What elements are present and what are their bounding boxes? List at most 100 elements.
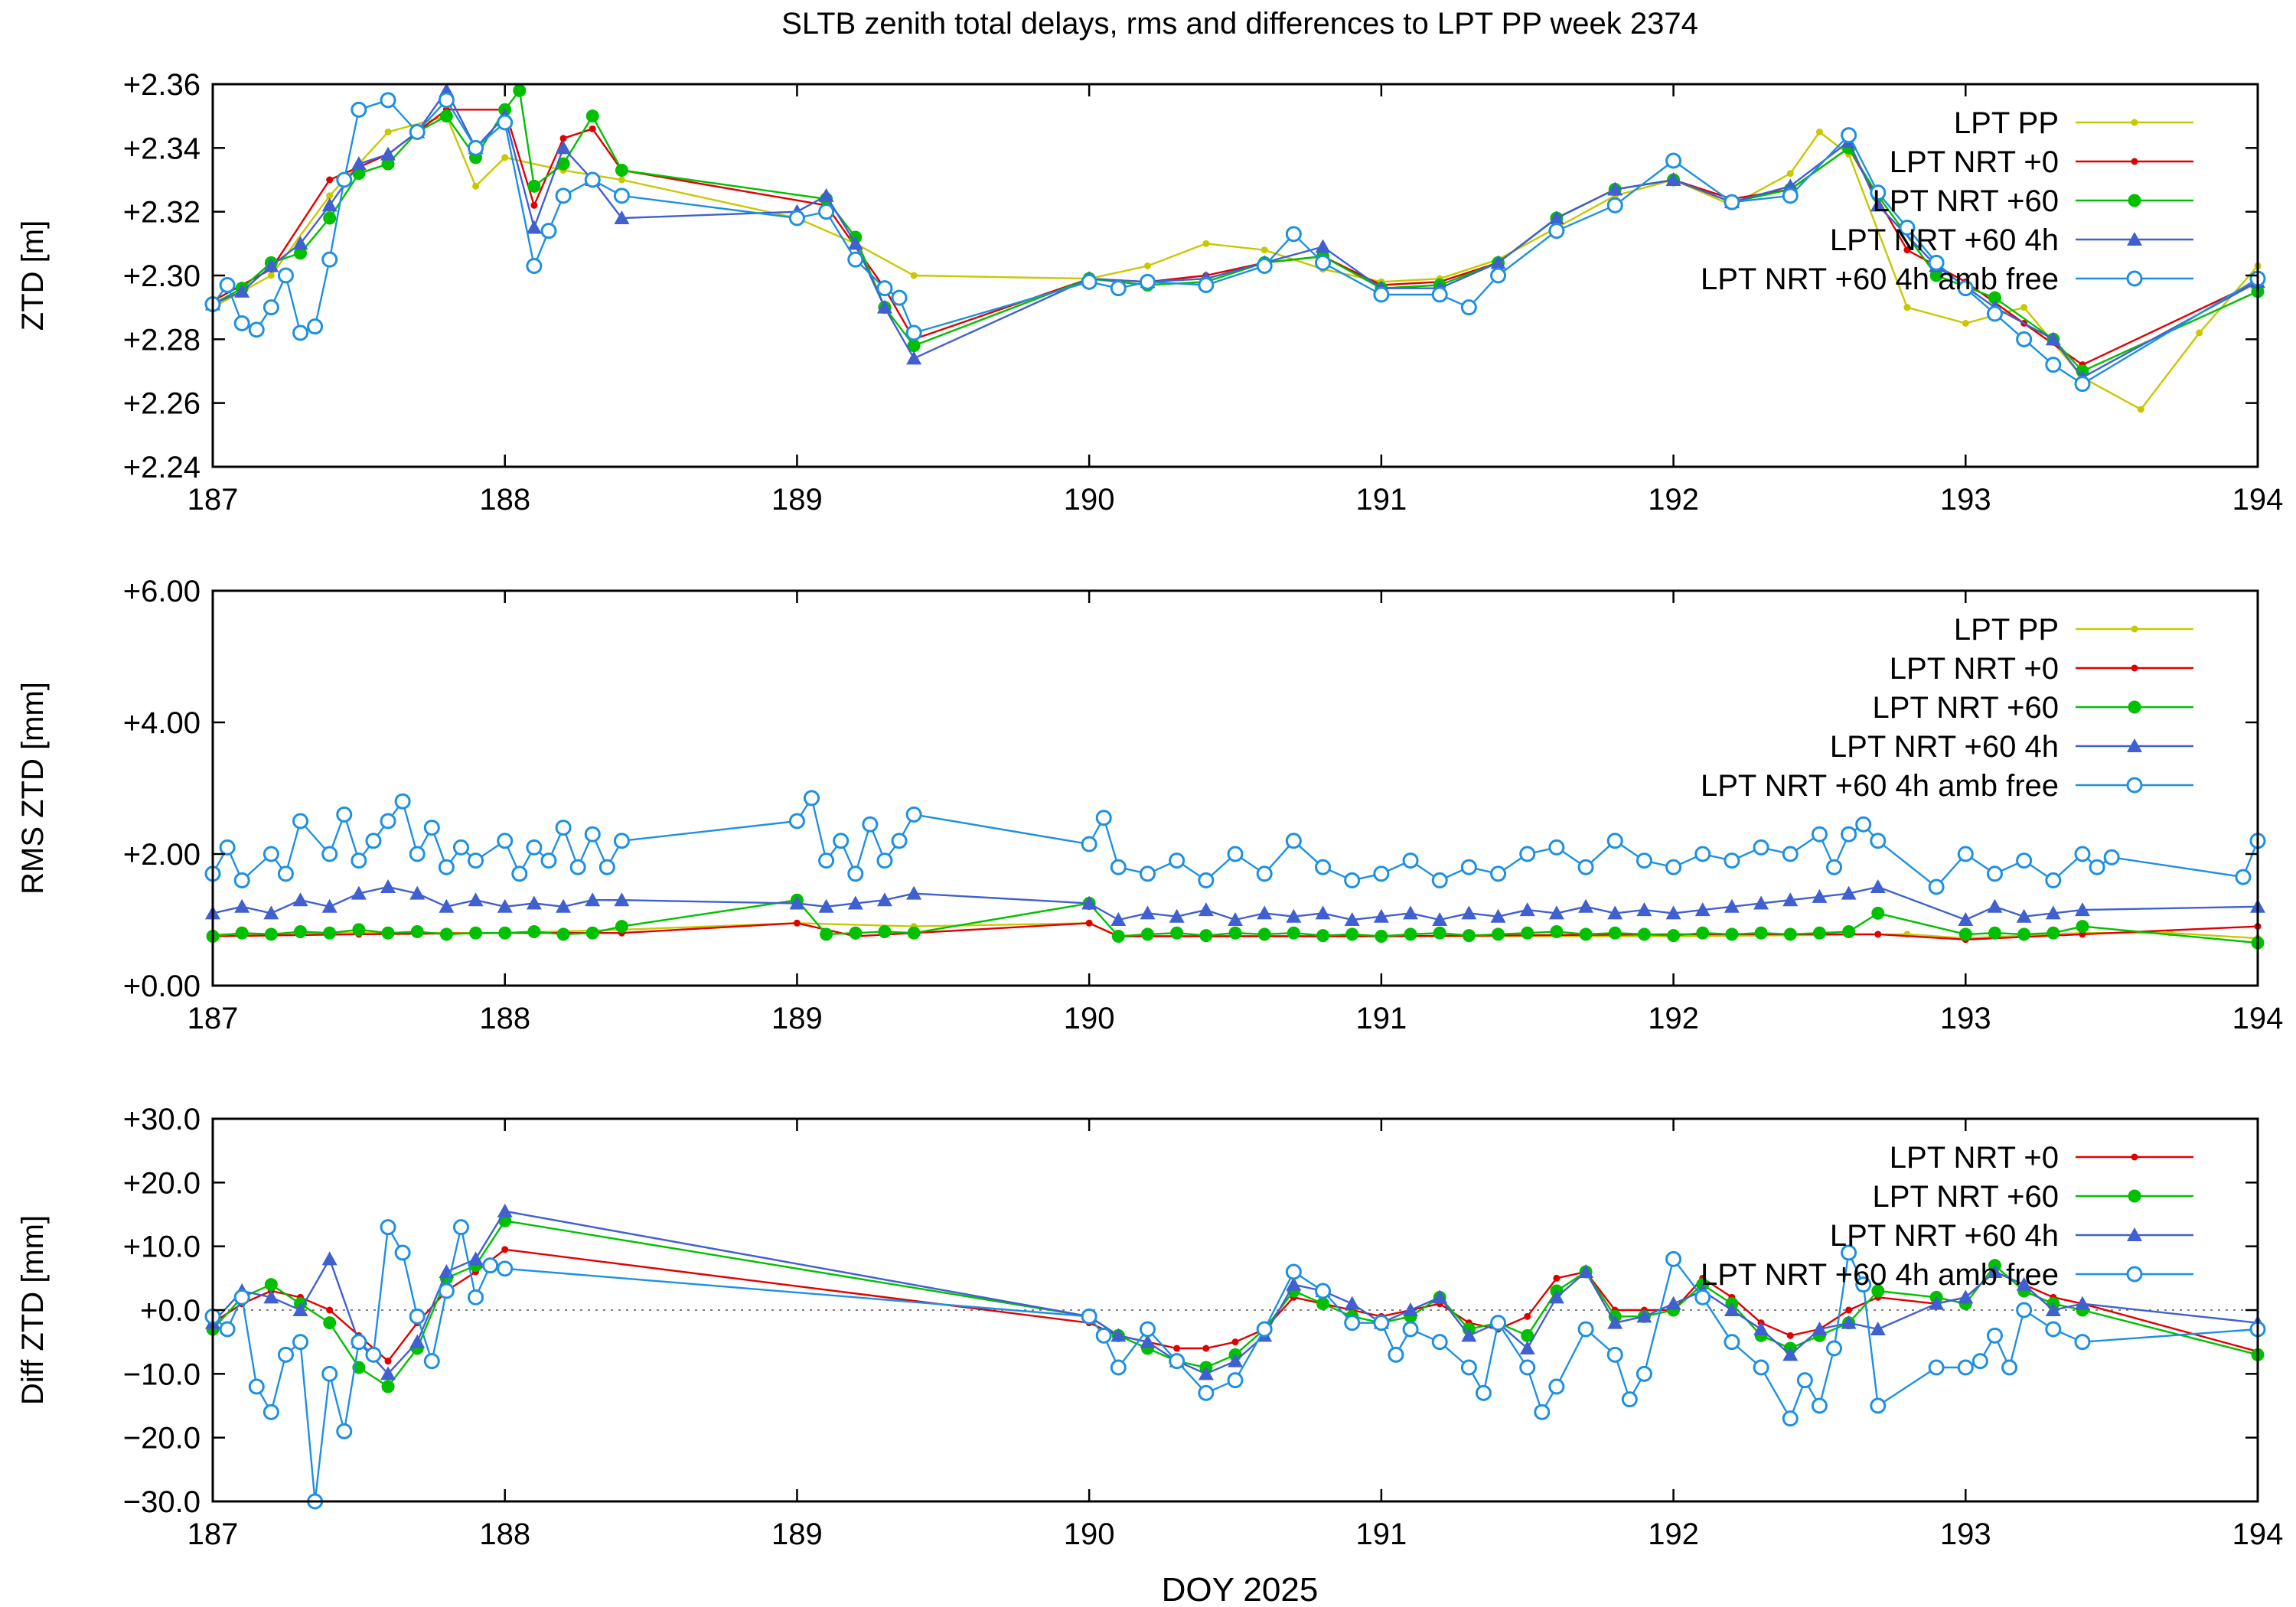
chart-title: SLTB zenith total delays, rms and differ… [781,7,1698,41]
data-point [1786,1332,1794,1339]
series-lpt-nrt-plus60-4h [205,879,2265,926]
data-point [1724,1334,1740,1351]
legend-entry-lpt-pp: LPT PP [1954,613,2193,647]
data-point [1753,839,1769,856]
data-point [1373,908,1389,923]
legend-marker [2127,1227,2142,1241]
x-tick-label: 187 [188,483,239,517]
data-point [336,1423,353,1439]
data-point [264,927,278,941]
series-lpt-nrt-plus60 [206,893,2265,950]
data-point [381,1380,395,1393]
data-point [1345,927,1359,941]
data-point [1286,908,1302,923]
data-point [234,283,250,298]
data-point [906,885,922,900]
data-point [1081,273,1097,290]
data-point [219,1321,236,1338]
legend-label: LPT NRT +60 4h amb free [1701,769,2059,803]
data-point [409,124,426,140]
data-point [1958,927,1972,941]
data-point [876,892,892,907]
data-point [1548,223,1565,240]
data-point [219,277,236,293]
data-point [1665,152,1682,169]
data-point [527,179,541,193]
data-point [847,895,863,910]
data-point [380,146,396,161]
data-point [876,280,893,297]
data-point [556,898,572,913]
data-point [409,885,426,900]
data-point [294,924,308,938]
data-point [263,905,279,920]
x-tick-label: 191 [1355,1517,1407,1551]
data-point [2017,927,2031,941]
data-point [526,895,542,910]
data-point [501,1246,509,1253]
data-point [219,839,236,856]
data-point [1577,859,1594,875]
data-point [891,289,908,306]
data-point [598,859,615,875]
y-tick-label: +4.00 [123,706,201,740]
data-point [1988,291,2001,305]
data-point [352,167,366,181]
data-point [1373,865,1390,882]
data-point [2020,304,2028,311]
data-point [452,1219,469,1236]
data-point [263,299,279,316]
legend-label: LPT NRT +60 4h [1830,730,2059,764]
data-point [1490,255,1506,269]
data-point [569,859,586,875]
data-point [876,852,893,869]
data-point [1870,1322,1886,1335]
data-point [1607,181,1623,196]
data-point [615,164,628,177]
data-point [1636,1365,1652,1382]
data-point [584,171,601,188]
data-point [1553,1274,1561,1282]
data-point [2089,859,2105,875]
data-point [452,839,469,856]
data-point [1665,172,1681,186]
data-point [321,197,338,212]
x-tick-label: 187 [188,1002,239,1035]
data-point [1462,929,1476,943]
data-point [2016,908,2032,923]
data-point [1665,859,1682,875]
data-point [1928,1359,1945,1376]
data-point [263,846,279,862]
data-point [615,920,628,934]
legend-label: LPT NRT +60 4h [1830,223,2059,257]
data-point [438,1283,455,1299]
x-tick-label: 187 [188,1517,239,1551]
data-point [1256,258,1273,274]
data-point [1095,1327,1112,1344]
data-point [264,1278,278,1292]
data-point [862,816,879,833]
data-point [2074,1334,2091,1351]
data-point [326,176,334,184]
data-point [1782,187,1799,204]
data-point [1461,1328,1477,1342]
data-point [2045,331,2061,346]
data-point [326,1306,334,1314]
data-point [1140,1334,1156,1348]
data-point [1198,872,1215,888]
data-point [584,826,601,843]
data-point [1375,930,1388,943]
data-point [233,315,250,331]
data-point [1475,1384,1492,1401]
series-line [212,90,2258,379]
data-point [1139,865,1156,882]
data-point [468,852,484,869]
series-line [212,1220,2258,1388]
data-point [1403,1302,1419,1316]
data-point [439,927,453,941]
data-point [876,299,892,314]
data-point [1753,1359,1769,1376]
data-point [1173,1345,1181,1352]
x-tick-label: 194 [2232,1002,2284,1035]
